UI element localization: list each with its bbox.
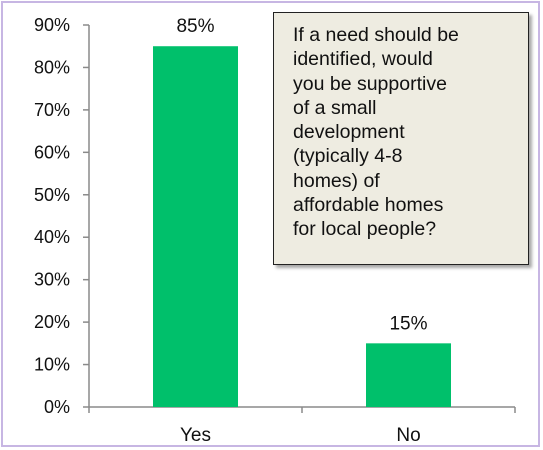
category-label-no: No: [396, 425, 420, 446]
category-label-yes: Yes: [180, 425, 211, 446]
y-tick-label: 70%: [34, 100, 70, 120]
data-label-yes: 85%: [176, 16, 214, 37]
question-callout: If a need should be identified, would yo…: [273, 12, 529, 265]
bars: [153, 46, 451, 407]
y-tick-label: 40%: [34, 227, 70, 247]
y-tick-label: 60%: [34, 142, 70, 162]
y-tick-label: 50%: [34, 185, 70, 205]
data-label-no: 15%: [389, 313, 427, 334]
y-tick-label: 90%: [34, 15, 70, 35]
y-tick-label: 80%: [34, 57, 70, 77]
y-tick-label: 0%: [44, 397, 70, 417]
y-axis-ticks: 0% 10% 20% 30% 40% 50% 60% 70% 80% 90%: [34, 15, 89, 417]
bar-no: [366, 343, 451, 407]
y-tick-label: 20%: [34, 312, 70, 332]
y-tick-label: 10%: [34, 355, 70, 375]
y-tick-label: 30%: [34, 270, 70, 290]
labels: 85% Yes 15% No: [176, 16, 427, 446]
bar-yes: [153, 46, 238, 407]
x-axis-ticks: [88, 407, 516, 413]
